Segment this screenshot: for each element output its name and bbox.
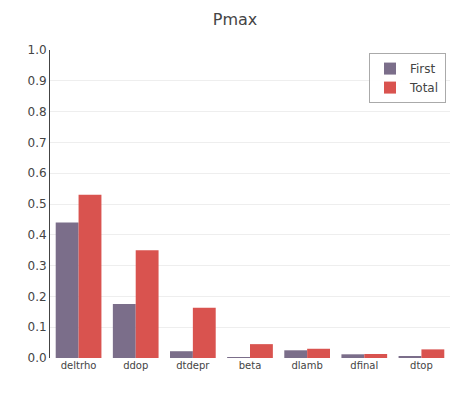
- svg-text:0.1: 0.1: [28, 320, 47, 334]
- svg-text:ddop: ddop: [123, 360, 148, 371]
- svg-text:Total: Total: [409, 81, 438, 95]
- svg-text:deltrho: deltrho: [61, 360, 97, 371]
- svg-text:Pmax: Pmax: [213, 10, 258, 29]
- svg-text:0.5: 0.5: [28, 197, 47, 211]
- svg-text:beta: beta: [239, 360, 262, 371]
- svg-text:0.6: 0.6: [28, 166, 47, 180]
- svg-text:dtdepr: dtdepr: [176, 360, 210, 371]
- svg-text:0.2: 0.2: [28, 290, 47, 304]
- svg-text:0.0: 0.0: [28, 351, 47, 365]
- svg-text:0.8: 0.8: [28, 105, 47, 119]
- svg-text:0.4: 0.4: [28, 228, 47, 242]
- svg-text:0.9: 0.9: [28, 74, 47, 88]
- svg-text:0.7: 0.7: [28, 136, 47, 150]
- svg-text:First: First: [410, 62, 436, 76]
- svg-text:dfinal: dfinal: [350, 360, 378, 371]
- svg-text:dlamb: dlamb: [291, 360, 322, 371]
- svg-text:0.3: 0.3: [28, 259, 47, 273]
- svg-text:dtop: dtop: [410, 360, 433, 371]
- svg-text:1.0: 1.0: [28, 43, 47, 57]
